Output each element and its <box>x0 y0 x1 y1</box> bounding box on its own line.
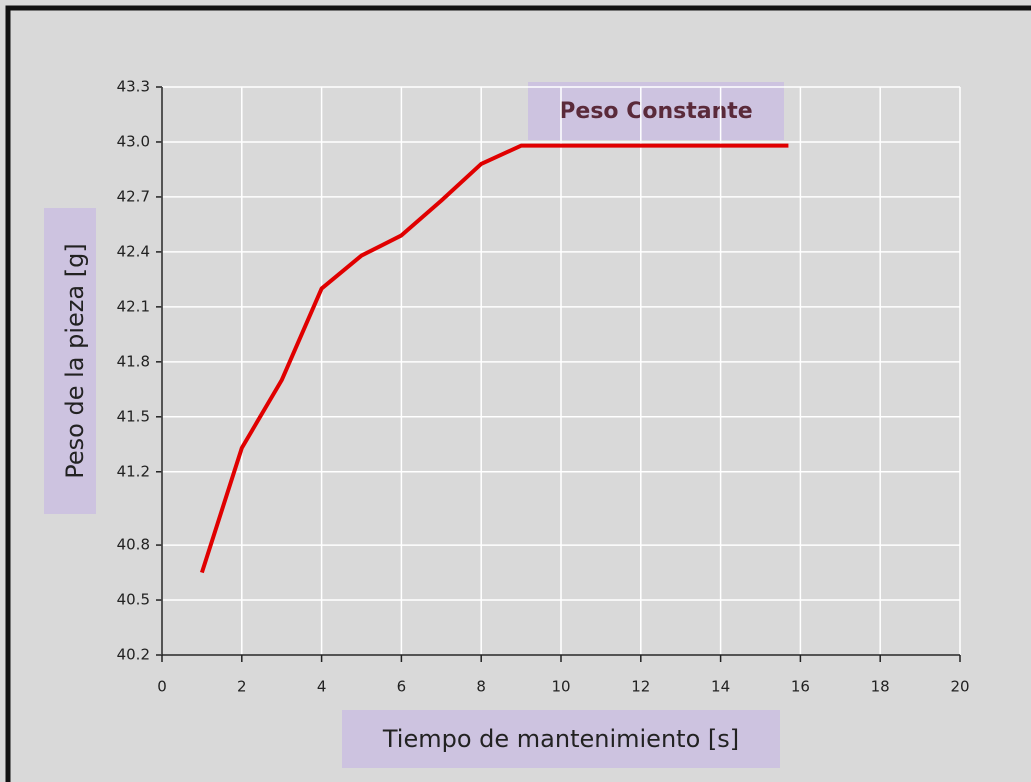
x-tick-label: 10 <box>551 678 570 696</box>
annotation-box <box>528 82 784 140</box>
x-tick-label: 14 <box>711 678 730 696</box>
y-tick-label: 42.7 <box>117 187 150 205</box>
y-axis-label: Peso de la pieza [g] <box>61 243 89 478</box>
x-tick-label: 6 <box>397 678 407 696</box>
x-tick-label: 12 <box>631 678 650 696</box>
y-tick-label: 41.5 <box>117 407 150 425</box>
y-tick-label: 40.8 <box>117 536 150 554</box>
annotation: Peso Constante <box>559 99 752 124</box>
frame <box>5 5 1031 782</box>
x-tick-label: 18 <box>871 678 890 696</box>
x-tick-label: 8 <box>476 678 486 696</box>
y-tick-label: 40.2 <box>117 646 150 664</box>
y-label-box <box>44 208 96 514</box>
y-tick-label: 43.0 <box>117 132 150 150</box>
y-tick-label: 43.3 <box>117 78 150 96</box>
x-tick-label: 4 <box>317 678 327 696</box>
y-tick-label: 40.5 <box>117 591 150 609</box>
x-tick-label: 20 <box>950 678 969 696</box>
x-tick-label: 2 <box>237 678 247 696</box>
x-axis-label: Tiempo de mantenimiento [s] <box>382 725 739 753</box>
x-tick-label: 0 <box>157 678 167 696</box>
y-tick-label: 41.8 <box>117 352 150 370</box>
data-line <box>199 143 789 574</box>
x-label-box <box>342 710 780 768</box>
x-tick-label: 16 <box>791 678 810 696</box>
y-tick-label: 42.1 <box>117 297 150 315</box>
y-tick-label: 41.2 <box>117 462 150 480</box>
y-tick-label: 42.4 <box>117 242 150 260</box>
